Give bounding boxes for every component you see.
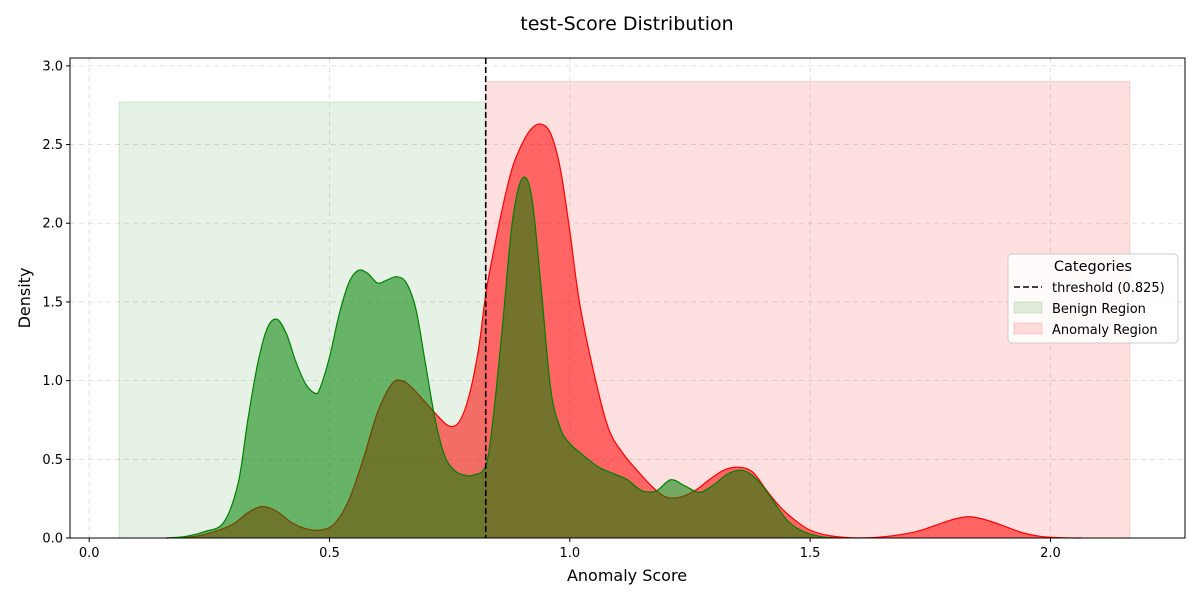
x-axis: 0.0 0.5 1.0 1.5 2.0 [79,538,1061,561]
legend-anomaly-label: Anomaly Region [1052,323,1158,338]
legend: Categories threshold (0.825) Benign Regi… [1007,253,1179,344]
x-tick-label: 0.5 [319,546,340,561]
x-tick-label: 0.0 [79,546,100,561]
series-1-area [166,177,839,538]
y-tick-label: 1.0 [42,374,63,389]
y-tick-label: 0.0 [42,532,63,547]
legend-anomaly-swatch [1013,322,1043,335]
legend-box [1007,253,1179,344]
plot-frame [69,57,1186,539]
x-tick-label: 1.5 [800,546,821,561]
y-tick-label: 0.5 [42,453,63,468]
y-tick-label: 2.5 [42,138,63,153]
legend-benign-swatch [1013,301,1043,314]
x-tick-label: 1.0 [559,546,580,561]
x-axis-label: Anomaly Score [567,566,687,585]
legend-threshold-label: threshold (0.825) [1052,281,1165,296]
legend-title: Categories [1054,259,1132,275]
series-1-line [166,176,840,539]
series-layer [166,123,1082,539]
x-tick-label: 2.0 [1040,546,1061,561]
y-tick-label: 1.5 [42,295,63,310]
chart-title: test-Score Distribution [520,13,733,35]
y-axis: 0.0 0.5 1.0 1.5 2.0 2.5 3.0 [42,59,70,547]
legend-benign-label: Benign Region [1052,302,1146,317]
y-axis-label: Density [15,268,34,329]
y-tick-label: 3.0 [42,59,63,74]
y-tick-label: 2.0 [42,217,63,232]
